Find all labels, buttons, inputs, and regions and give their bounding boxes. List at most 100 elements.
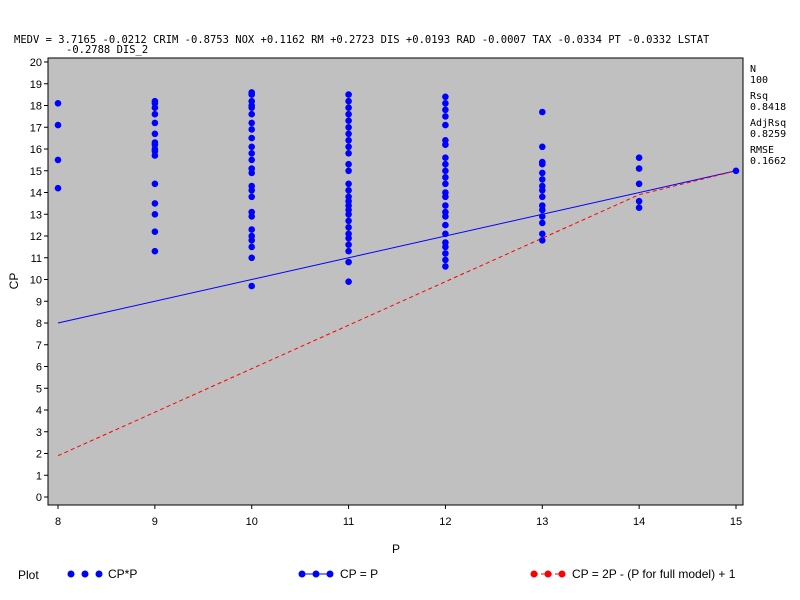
x-tick-label: 8: [55, 516, 61, 528]
data-point: [248, 165, 255, 172]
data-point: [248, 208, 255, 216]
data-point: [442, 263, 449, 270]
stat-rmse-label: RMSE: [750, 145, 774, 156]
data-point: [248, 193, 255, 201]
data-point: [248, 226, 255, 233]
data-point: [442, 113, 449, 120]
data-point: [248, 254, 255, 262]
data-point: [539, 230, 546, 238]
data-point: [345, 247, 352, 255]
plot-area: [47, 57, 744, 506]
data-point: [442, 100, 449, 107]
data-point: [248, 156, 255, 164]
y-tick-label: 19: [30, 79, 42, 91]
data-point: [248, 232, 255, 240]
data-point: [539, 213, 546, 220]
stat-n-label: N: [750, 64, 756, 75]
y-tick-label: 6: [36, 362, 42, 374]
stat-rsq-value: 0.8418: [750, 102, 786, 113]
series-line-2: [57, 170, 737, 457]
data-point: [54, 184, 62, 192]
data-point: [151, 211, 159, 218]
y-tick-label: 13: [30, 209, 42, 221]
legend-label-cp-points: CP*P: [108, 567, 137, 581]
y-axis-label: CP: [7, 273, 21, 290]
data-point: [442, 137, 449, 144]
data-point: [442, 239, 449, 246]
y-tick-label: 14: [30, 188, 42, 200]
stat-rmse-value: 0.1662: [750, 156, 786, 167]
data-point: [248, 134, 255, 142]
y-tick-label: 15: [30, 166, 42, 178]
stat-rsq-label: Rsq: [750, 91, 768, 102]
x-tick-label: 9: [152, 516, 158, 528]
y-tick-label: 10: [30, 275, 42, 287]
data-point: [442, 202, 449, 209]
data-point: [54, 121, 62, 129]
legend-marker: [95, 570, 103, 578]
x-tick-label: 15: [730, 516, 742, 528]
x-tick-label: 14: [633, 516, 645, 528]
data-point: [345, 117, 352, 124]
y-tick-label: 0: [36, 492, 42, 504]
series-layer: [54, 89, 740, 457]
legend-label-cp-equals-p: CP = P: [340, 567, 378, 581]
data-point: [539, 143, 546, 151]
stats-box: N 100 Rsq 0.8418 AdjRsq 0.8259 RMSE 0.16…: [750, 64, 786, 167]
data-point: [248, 126, 255, 133]
data-point: [539, 237, 546, 244]
legend-marker: [558, 570, 566, 578]
y-tick-label: 9: [36, 296, 42, 308]
y-tick-label: 18: [30, 101, 42, 113]
stat-adjrsq-label: AdjRsq: [750, 118, 786, 129]
data-point: [151, 97, 159, 105]
x-axis: 8 9 10 11 12 13 14 15: [55, 505, 742, 528]
data-point: [442, 250, 449, 257]
data-point: [345, 143, 352, 151]
data-point: [54, 156, 62, 164]
data-point: [345, 91, 352, 98]
y-tick-label: 1: [36, 470, 42, 482]
data-point: [345, 160, 352, 168]
stat-n-value: 100: [750, 75, 768, 86]
y-tick-label: 3: [36, 427, 42, 439]
data-point: [151, 200, 159, 207]
data-point: [539, 219, 546, 227]
data-point: [345, 150, 352, 157]
data-point: [345, 180, 352, 188]
series-line-1: [57, 170, 737, 324]
y-tick-label: 17: [30, 122, 42, 134]
y-tick-label: 2: [36, 449, 42, 461]
data-point: [345, 193, 352, 201]
data-point: [248, 97, 255, 105]
legend-marker: [530, 570, 538, 578]
data-point: [442, 230, 449, 238]
legend: Plot CP*P CP = P CP = 2P - (P for full m…: [18, 567, 736, 582]
data-point: [345, 217, 352, 225]
data-point: [248, 150, 255, 157]
legend-marker: [67, 570, 75, 578]
data-point: [345, 137, 352, 144]
data-point: [151, 180, 159, 188]
data-point: [248, 110, 255, 118]
legend-marker: [544, 570, 552, 578]
data-point: [539, 182, 546, 190]
data-point: [345, 167, 352, 175]
data-point: [442, 154, 449, 161]
legend-marker: [81, 570, 89, 578]
data-point: [442, 208, 449, 216]
data-point: [539, 202, 546, 209]
data-point: [539, 108, 546, 116]
data-point: [442, 180, 449, 188]
stat-adjrsq-value: 0.8259: [750, 129, 786, 140]
data-point: [442, 256, 449, 264]
y-tick-label: 5: [36, 383, 42, 395]
legend-item-cp-equals-p: CP = P: [298, 567, 378, 581]
data-point: [442, 121, 449, 129]
data-point: [248, 282, 255, 290]
data-point: [345, 230, 352, 238]
x-axis-label: P: [392, 542, 400, 556]
x-tick-label: 10: [246, 516, 258, 528]
data-point: [539, 193, 546, 201]
